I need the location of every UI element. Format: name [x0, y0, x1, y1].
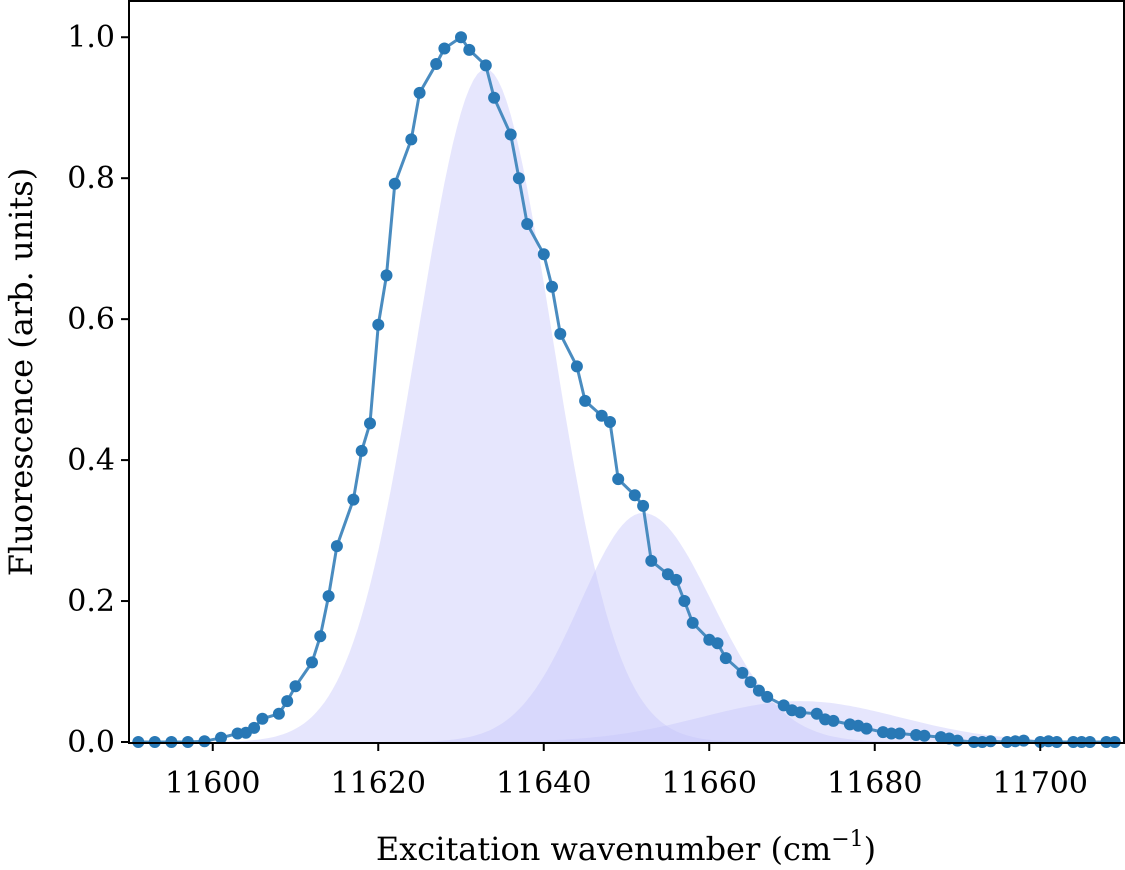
data-point [744, 676, 757, 689]
component-area-1 [130, 69, 1123, 742]
data-point [272, 707, 285, 720]
data-point [521, 218, 534, 230]
y-tick-label: 0.0 [67, 725, 115, 760]
x-axis-ticks: 11600 11620 11640 11660 11680 11700 [165, 742, 1088, 801]
data-point [388, 177, 401, 190]
data-point [512, 172, 525, 185]
data-point [579, 394, 592, 407]
data-point [554, 327, 567, 340]
x-tick-label: 11600 [165, 766, 260, 801]
y-tick-label: 0.4 [67, 443, 115, 478]
x-tick-label: 11680 [827, 766, 922, 801]
data-point [711, 637, 724, 650]
data-point [314, 630, 327, 643]
data-point [256, 712, 269, 725]
data-point [628, 489, 641, 502]
data-point [438, 42, 451, 55]
data-point [761, 690, 774, 703]
data-point [678, 595, 691, 607]
data-point [595, 409, 608, 422]
data-point [752, 684, 765, 697]
data-point [736, 666, 749, 679]
y-tick-label: 1.0 [67, 20, 115, 55]
data-points [132, 31, 1121, 748]
data-point [637, 499, 650, 512]
data-point [488, 91, 501, 104]
data-point [372, 318, 385, 331]
data-point [289, 680, 302, 693]
data-point [479, 59, 492, 72]
data-point [885, 727, 898, 740]
data-point [670, 573, 683, 586]
data-point [719, 652, 732, 665]
data-point [413, 86, 426, 99]
y-axis-label: Fluorescence (arb. units) [2, 168, 40, 576]
x-axis-label-superscript: −1 [831, 827, 863, 852]
y-tick-label: 0.8 [67, 161, 115, 196]
data-point [198, 735, 211, 748]
data-point [330, 540, 343, 553]
data-point [347, 493, 360, 506]
data-point [322, 590, 335, 603]
data-point [827, 714, 840, 727]
data-point [645, 554, 658, 567]
data-point [281, 695, 294, 708]
component-area-2 [130, 513, 1123, 742]
data-point [405, 133, 418, 146]
data-point [951, 734, 964, 747]
data-point [546, 280, 558, 293]
data-point [380, 269, 393, 282]
x-tick-label: 11620 [331, 766, 426, 801]
data-point [364, 417, 376, 430]
x-tick-label: 11660 [662, 766, 757, 801]
x-tick-label: 11700 [993, 766, 1088, 801]
data-point [794, 706, 807, 719]
data-point [1017, 734, 1030, 747]
x-axis-label: Excitation wavenumber (cm−1) [376, 827, 876, 868]
data-point [306, 656, 318, 669]
data-point [984, 735, 997, 748]
data-point [686, 616, 699, 629]
data-point [248, 721, 261, 734]
data-point [463, 43, 476, 56]
y-tick-label: 0.6 [67, 302, 115, 337]
data-point [537, 248, 550, 261]
data-point [893, 727, 906, 740]
data-point [860, 722, 873, 735]
data-point [612, 473, 625, 486]
data-point [504, 128, 517, 141]
data-point [215, 731, 227, 744]
data-point [604, 416, 616, 428]
data-point [355, 444, 368, 457]
y-axis-ticks: 0.0 0.2 0.4 0.6 0.8 1.0 [67, 20, 130, 760]
x-tick-label: 11640 [496, 766, 591, 801]
data-point [455, 31, 467, 44]
plot-frame [128, 0, 1125, 744]
data-point [570, 360, 583, 373]
data-point [918, 729, 931, 742]
data-point [430, 58, 443, 70]
y-tick-label: 0.2 [67, 584, 115, 619]
